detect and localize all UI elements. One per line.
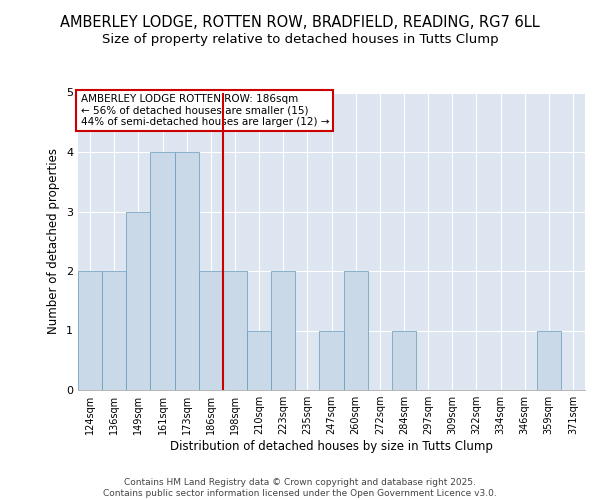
Bar <box>537 330 561 390</box>
Bar <box>126 212 151 390</box>
Text: Size of property relative to detached houses in Tutts Clump: Size of property relative to detached ho… <box>101 32 499 46</box>
Bar <box>392 330 416 390</box>
Bar <box>223 271 247 390</box>
Bar <box>175 152 199 390</box>
Text: Contains HM Land Registry data © Crown copyright and database right 2025.
Contai: Contains HM Land Registry data © Crown c… <box>103 478 497 498</box>
Bar <box>199 271 223 390</box>
Bar <box>102 271 126 390</box>
Bar <box>344 271 368 390</box>
Bar <box>319 330 344 390</box>
X-axis label: Distribution of detached houses by size in Tutts Clump: Distribution of detached houses by size … <box>170 440 493 453</box>
Bar <box>247 330 271 390</box>
Bar <box>78 271 102 390</box>
Bar <box>151 152 175 390</box>
Bar <box>271 271 295 390</box>
Text: AMBERLEY LODGE, ROTTEN ROW, BRADFIELD, READING, RG7 6LL: AMBERLEY LODGE, ROTTEN ROW, BRADFIELD, R… <box>60 15 540 30</box>
Text: AMBERLEY LODGE ROTTEN ROW: 186sqm
← 56% of detached houses are smaller (15)
44% : AMBERLEY LODGE ROTTEN ROW: 186sqm ← 56% … <box>80 94 329 127</box>
Y-axis label: Number of detached properties: Number of detached properties <box>47 148 61 334</box>
